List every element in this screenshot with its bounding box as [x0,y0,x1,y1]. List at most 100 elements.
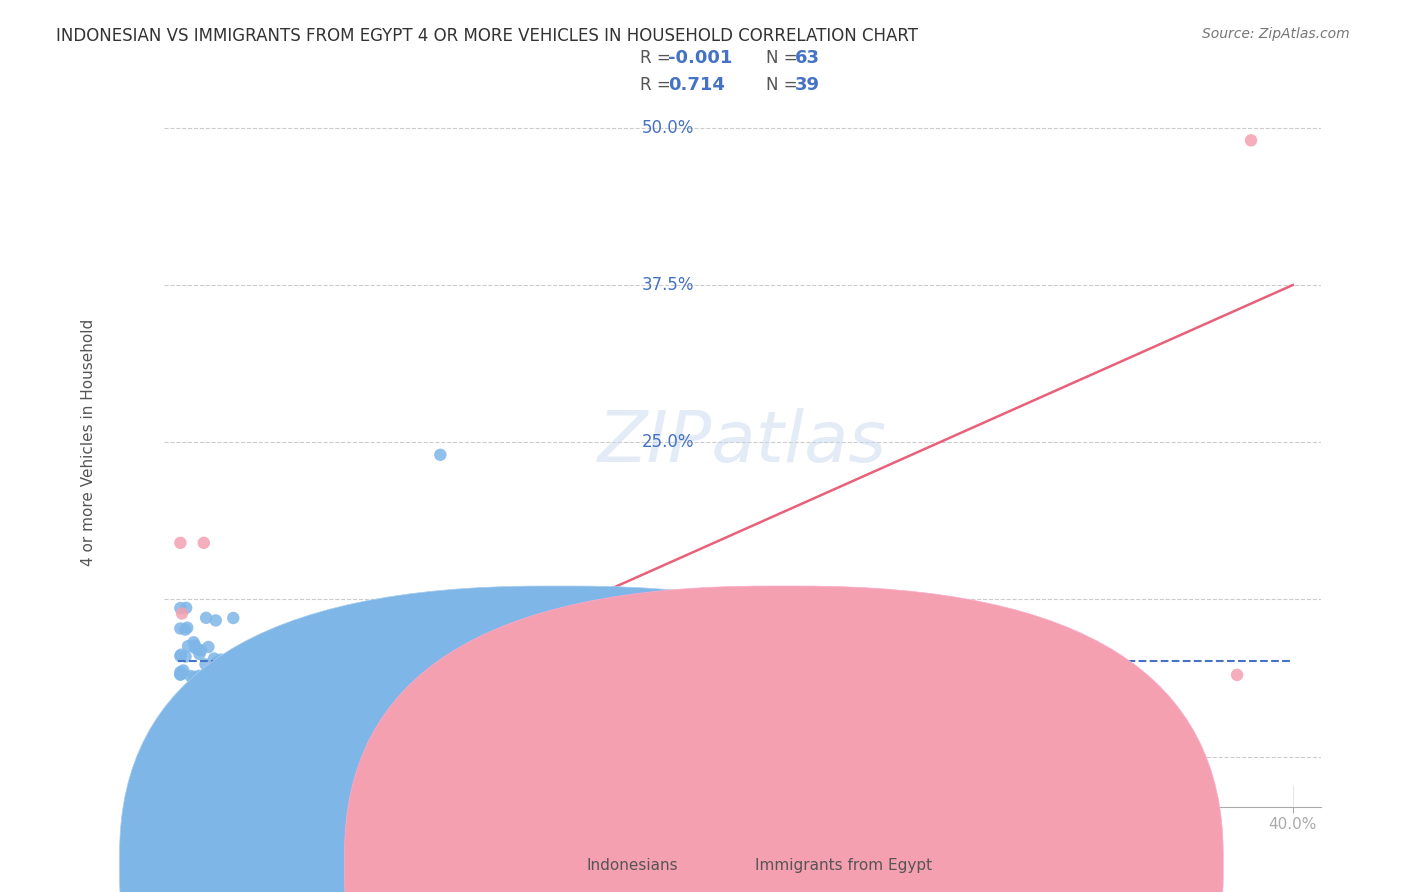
Indonesians [450,610,472,624]
Indonesians [169,667,191,681]
Immigrants from Egypt [274,741,297,756]
Indonesians [304,664,326,678]
Immigrants from Egypt [217,709,239,723]
Indonesians [169,665,191,680]
Indonesians [195,611,218,625]
Immigrants from Egypt [204,822,226,837]
Indonesians [235,648,257,662]
Indonesians [181,695,204,709]
Indonesians [188,681,211,695]
Text: 12.5%: 12.5% [641,591,695,608]
Immigrants from Egypt [200,698,222,713]
Indonesians [342,681,364,696]
Immigrants from Egypt [287,776,309,790]
Immigrants from Egypt [183,796,205,810]
Immigrants from Egypt [180,747,202,762]
Immigrants from Egypt [173,696,195,710]
Immigrants from Egypt [316,625,339,640]
Immigrants from Egypt [1240,133,1263,147]
Immigrants from Egypt [217,748,239,763]
Indonesians [169,648,191,663]
Immigrants from Egypt [194,747,217,761]
Text: N =: N = [766,49,803,67]
Indonesians [205,655,228,669]
Indonesians [176,621,198,635]
Indonesians [172,692,194,706]
Immigrants from Egypt [169,536,191,550]
Indonesians [187,695,209,709]
Indonesians [948,624,970,638]
Text: Indonesians: Indonesians [586,858,679,872]
Indonesians [222,611,245,625]
Text: Source: ZipAtlas.com: Source: ZipAtlas.com [1202,27,1350,41]
Indonesians [498,689,520,703]
Indonesians [235,656,257,670]
Indonesians [194,657,217,672]
Indonesians [172,664,194,678]
Immigrants from Egypt [188,863,211,877]
Indonesians [1087,689,1109,703]
Immigrants from Egypt [235,707,257,722]
Indonesians [188,647,211,661]
Indonesians [323,669,346,683]
Immigrants from Egypt [169,856,191,871]
Immigrants from Egypt [173,719,195,733]
Indonesians [321,694,343,708]
Indonesians [204,665,226,679]
Indonesians [193,695,215,709]
Indonesians [184,639,207,653]
Indonesians [281,663,304,677]
Indonesians [183,670,205,684]
Indonesians [429,448,451,462]
Immigrants from Egypt [173,730,195,744]
Text: 63: 63 [794,49,820,67]
Indonesians [204,614,226,628]
Indonesians [449,632,471,646]
Immigrants from Egypt [1226,668,1249,682]
Immigrants from Egypt [177,835,200,849]
Indonesians [183,675,205,690]
Immigrants from Egypt [197,733,219,747]
Indonesians [253,683,276,698]
Immigrants from Egypt [201,662,224,676]
Text: 0.714: 0.714 [668,76,724,94]
Text: R =: R = [640,76,676,94]
Immigrants from Egypt [209,668,232,682]
Text: 4 or more Vehicles in Household: 4 or more Vehicles in Household [82,318,96,566]
Indonesians [200,668,222,682]
Indonesians [177,639,200,653]
Indonesians [172,691,194,706]
Immigrants from Egypt [373,672,395,686]
Indonesians [170,666,193,681]
Indonesians [191,673,214,687]
Indonesians [180,669,202,683]
FancyBboxPatch shape [344,586,1223,892]
Indonesians [256,642,278,657]
Immigrants from Egypt [169,747,191,762]
Text: 25.0%: 25.0% [641,434,695,451]
Indonesians [174,623,197,637]
Indonesians [467,696,489,710]
Text: 37.5%: 37.5% [641,276,695,294]
Immigrants from Egypt [208,787,231,801]
Indonesians [187,642,209,657]
Text: R =: R = [640,49,676,67]
Indonesians [188,669,211,683]
Indonesians [184,641,207,656]
Indonesians [170,648,193,662]
Text: Immigrants from Egypt: Immigrants from Egypt [755,858,932,872]
Immigrants from Egypt [354,681,377,695]
Indonesians [169,667,191,681]
Text: 39: 39 [794,76,820,94]
Immigrants from Egypt [181,846,204,860]
Indonesians [197,640,219,654]
Indonesians [174,649,197,664]
Indonesians [202,651,225,665]
Indonesians [174,600,197,615]
Immigrants from Egypt [186,842,208,856]
Indonesians [295,640,318,655]
Immigrants from Egypt [184,751,207,765]
Text: 50.0%: 50.0% [641,119,695,136]
Immigrants from Egypt [233,662,256,676]
Indonesians [219,693,242,707]
